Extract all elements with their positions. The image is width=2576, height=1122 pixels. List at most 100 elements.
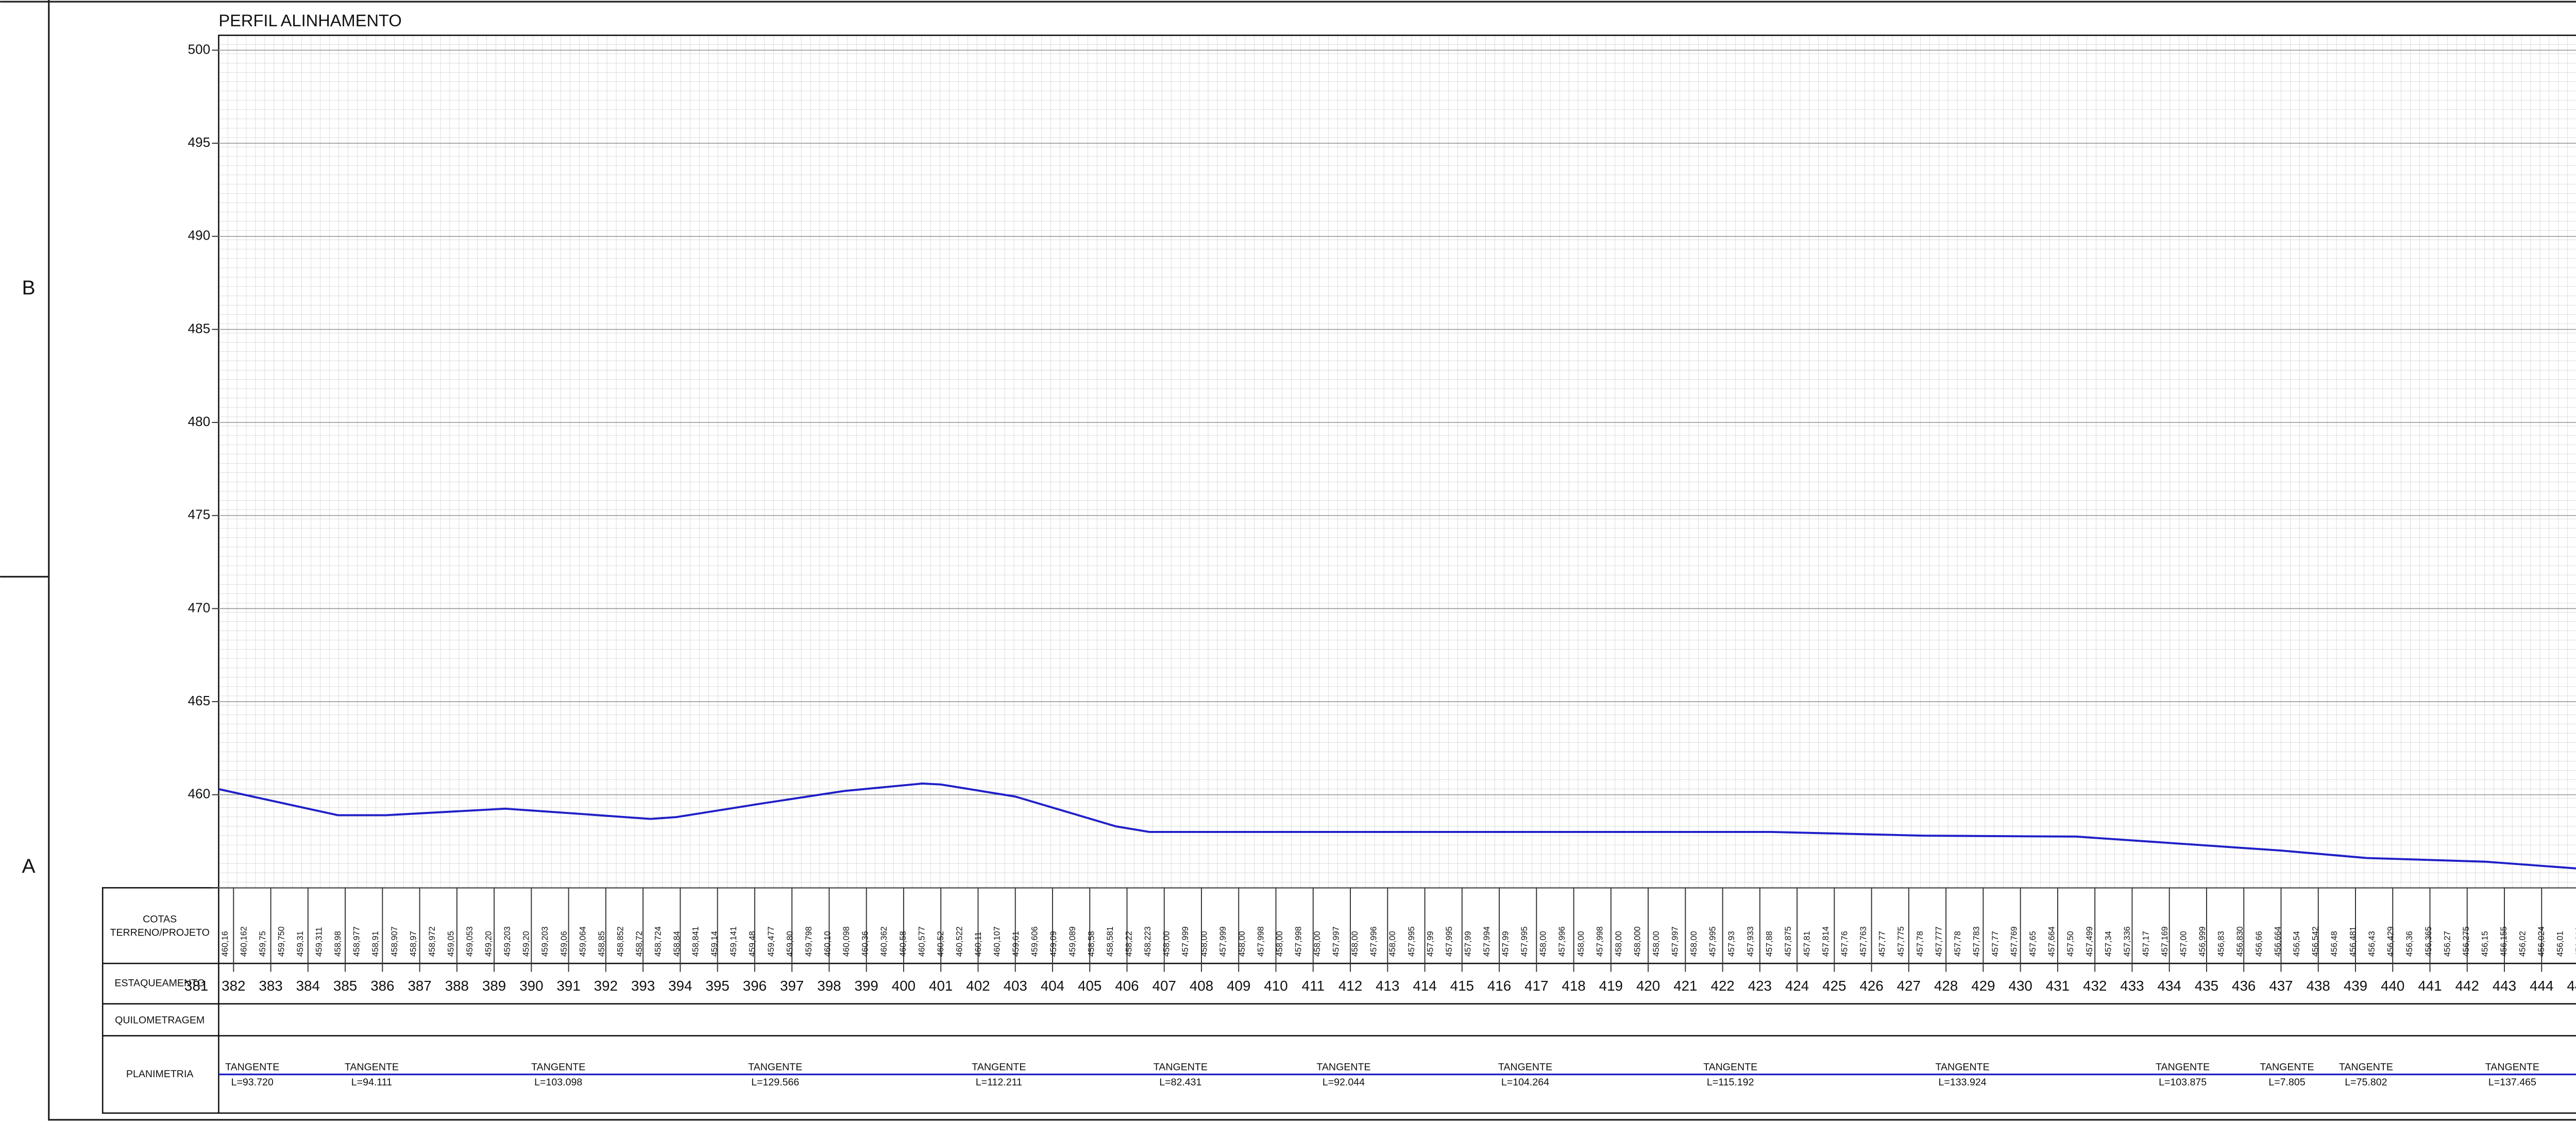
segment-name: TANGENTE bbox=[225, 1062, 279, 1073]
station-label: 407 bbox=[1153, 978, 1176, 994]
cota-label: 456,01 bbox=[2556, 931, 2565, 957]
station-label: 439 bbox=[2344, 978, 2367, 994]
cota-label: 457,99 bbox=[1501, 931, 1511, 957]
segment-name: TANGENTE bbox=[1498, 1062, 1552, 1073]
station-label: 441 bbox=[2418, 978, 2442, 994]
cota-label: 458,00 bbox=[1689, 931, 1699, 957]
segment-length: L=133.924 bbox=[1939, 1077, 1987, 1088]
cota-label: 458,00 bbox=[1388, 931, 1397, 957]
segment-length: L=94.111 bbox=[351, 1077, 392, 1088]
cota-label: 457,763 bbox=[1859, 926, 1868, 957]
station-label: 388 bbox=[445, 978, 469, 994]
cota-label: 456,83 bbox=[2217, 931, 2226, 957]
station-label: 428 bbox=[1934, 978, 1958, 994]
station-label: 409 bbox=[1227, 978, 1250, 994]
cota-label: 457,783 bbox=[1972, 926, 1981, 957]
station-label: 400 bbox=[892, 978, 916, 994]
cota-label: 458,72 bbox=[635, 931, 644, 957]
cota-label: 457,999 bbox=[1218, 926, 1228, 957]
cota-label: 456,43 bbox=[2367, 931, 2377, 957]
station-label: 433 bbox=[2120, 978, 2144, 994]
cota-label: 457,996 bbox=[1557, 926, 1567, 957]
cota-label: 456,66 bbox=[2255, 931, 2264, 957]
cota-label: 459,06 bbox=[560, 931, 569, 957]
cota-label: 459,606 bbox=[1030, 926, 1040, 957]
cota-label: 457,78 bbox=[1953, 931, 1962, 957]
cota-label: 459,80 bbox=[785, 931, 794, 957]
segment-name: TANGENTE bbox=[2485, 1062, 2539, 1073]
y-tick-label: 490 bbox=[188, 228, 211, 243]
station-label: 422 bbox=[1710, 978, 1734, 994]
segment-name: TANGENTE bbox=[972, 1062, 1026, 1073]
cota-label: 457,998 bbox=[1595, 926, 1604, 957]
segment-name: TANGENTE bbox=[345, 1062, 399, 1073]
cota-label: 457,995 bbox=[1407, 926, 1416, 957]
cota-label: 460,11 bbox=[974, 932, 983, 957]
cota-label: 458,00 bbox=[1652, 931, 1661, 957]
cota-label: 458,00 bbox=[1275, 931, 1284, 957]
row-label: COTAS bbox=[143, 914, 177, 925]
profile-line bbox=[218, 783, 2576, 870]
cota-label: 458,97 bbox=[409, 931, 418, 957]
cota-label: 459,48 bbox=[748, 931, 757, 957]
station-label: 432 bbox=[2083, 978, 2107, 994]
plot-grid bbox=[218, 35, 2576, 889]
cota-label: 457,775 bbox=[1896, 926, 1906, 957]
station-label: 426 bbox=[1859, 978, 1883, 994]
segment-name: TANGENTE bbox=[2339, 1062, 2393, 1073]
station-label: 438 bbox=[2307, 978, 2330, 994]
cota-label: 459,064 bbox=[578, 926, 587, 957]
cota-label: 460,10 bbox=[823, 931, 833, 957]
segment-length: L=112.211 bbox=[976, 1077, 1022, 1088]
cota-label: 459,09 bbox=[1049, 931, 1058, 957]
cota-label: 457,99 bbox=[1426, 931, 1435, 957]
cota-label: 460,522 bbox=[955, 926, 964, 957]
cota-label: 457,00 bbox=[2179, 931, 2189, 957]
station-label: 381 bbox=[184, 978, 208, 994]
cota-label: 457,99 bbox=[1463, 931, 1472, 957]
cota-label: 459,20 bbox=[522, 931, 531, 957]
y-tick-label: 500 bbox=[188, 41, 211, 57]
station-label: 415 bbox=[1450, 978, 1474, 994]
cota-label: 456,481 bbox=[2349, 926, 2358, 957]
segment-name: TANGENTE bbox=[1154, 1062, 1208, 1073]
station-label: 431 bbox=[2046, 978, 2070, 994]
cota-label: 460,58 bbox=[899, 931, 908, 957]
segment-length: L=115.192 bbox=[1707, 1077, 1754, 1088]
station-label: 442 bbox=[2455, 978, 2479, 994]
station-label: 391 bbox=[556, 978, 580, 994]
segment-name: TANGENTE bbox=[1703, 1062, 1757, 1073]
station-label: 382 bbox=[222, 978, 245, 994]
cota-label: 459,141 bbox=[729, 926, 738, 957]
cota-label: 459,31 bbox=[296, 931, 305, 957]
cota-label: 456,013 bbox=[2574, 926, 2576, 957]
station-label: 444 bbox=[2530, 978, 2553, 994]
station-label: 406 bbox=[1115, 978, 1139, 994]
cota-label: 457,78 bbox=[1916, 931, 1925, 957]
y-tick-label: 465 bbox=[188, 693, 211, 708]
cota-label: 457,997 bbox=[1671, 926, 1680, 957]
cota-label: 457,77 bbox=[1991, 931, 2000, 957]
row-label: QUILOMETRAGEM bbox=[115, 1014, 205, 1026]
station-label: 404 bbox=[1041, 978, 1064, 994]
cota-label: 459,20 bbox=[484, 931, 494, 957]
cota-label: 456,830 bbox=[2235, 926, 2245, 957]
cota-label: 457,81 bbox=[1802, 931, 1811, 957]
row-label: PLANIMETRIA bbox=[126, 1068, 194, 1080]
cota-label: 459,203 bbox=[540, 926, 550, 957]
station-label: 425 bbox=[1822, 978, 1846, 994]
cota-label: 457,996 bbox=[1369, 926, 1379, 957]
y-tick-label: 495 bbox=[188, 134, 211, 150]
cota-label: 459,203 bbox=[503, 926, 512, 957]
cota-label: 456,365 bbox=[2424, 926, 2433, 957]
station-label: 429 bbox=[1971, 978, 1995, 994]
cota-label: 458,00 bbox=[1577, 931, 1586, 957]
cota-label: 457,17 bbox=[2141, 931, 2150, 957]
station-label: 417 bbox=[1524, 978, 1548, 994]
cota-label: 459,14 bbox=[710, 931, 719, 957]
segment-length: L=82.431 bbox=[1159, 1077, 1201, 1088]
cota-label: 458,84 bbox=[672, 931, 682, 957]
station-label: 418 bbox=[1562, 978, 1585, 994]
station-label: 394 bbox=[668, 978, 692, 994]
